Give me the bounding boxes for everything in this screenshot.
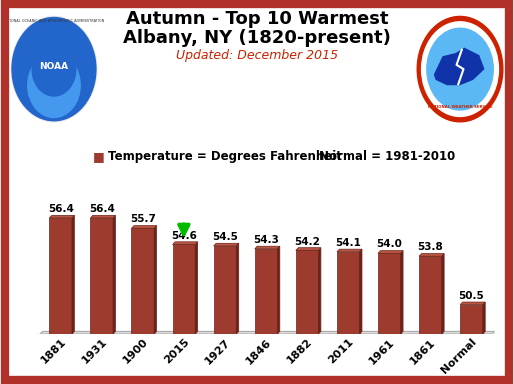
- Polygon shape: [378, 251, 403, 253]
- Polygon shape: [195, 242, 198, 334]
- Polygon shape: [90, 215, 116, 218]
- Text: 56.4: 56.4: [48, 204, 74, 214]
- Text: 53.8: 53.8: [417, 242, 443, 252]
- Text: ■: ■: [93, 150, 104, 163]
- Polygon shape: [90, 218, 113, 334]
- Polygon shape: [72, 215, 75, 334]
- Text: Normal = 1981-2010: Normal = 1981-2010: [319, 150, 455, 163]
- Circle shape: [421, 22, 499, 116]
- Polygon shape: [278, 246, 280, 334]
- Polygon shape: [255, 249, 278, 334]
- Circle shape: [417, 17, 503, 122]
- Text: NATIONAL WEATHER SERVICE: NATIONAL WEATHER SERVICE: [428, 105, 492, 109]
- Polygon shape: [236, 243, 238, 334]
- Polygon shape: [214, 243, 238, 246]
- Text: 50.5: 50.5: [458, 291, 484, 301]
- Polygon shape: [442, 253, 444, 334]
- Polygon shape: [419, 253, 444, 256]
- Text: 56.4: 56.4: [89, 204, 115, 214]
- Polygon shape: [173, 242, 198, 245]
- Polygon shape: [378, 253, 400, 334]
- Text: Temperature = Degrees Fahrenheit: Temperature = Degrees Fahrenheit: [108, 150, 342, 163]
- Text: Updated: December 2015: Updated: December 2015: [176, 49, 338, 62]
- Circle shape: [28, 53, 80, 118]
- Circle shape: [11, 17, 97, 122]
- Text: 54.5: 54.5: [212, 232, 238, 242]
- Polygon shape: [255, 246, 280, 249]
- Polygon shape: [214, 246, 236, 334]
- Circle shape: [427, 28, 493, 110]
- Polygon shape: [434, 48, 485, 85]
- Polygon shape: [483, 302, 485, 334]
- Text: 54.3: 54.3: [253, 235, 279, 245]
- Polygon shape: [49, 218, 72, 334]
- Polygon shape: [337, 252, 359, 334]
- Circle shape: [12, 18, 96, 121]
- Polygon shape: [296, 250, 319, 334]
- Text: Autumn - Top 10 Warmest: Autumn - Top 10 Warmest: [126, 10, 388, 28]
- Polygon shape: [49, 215, 75, 218]
- Text: 54.2: 54.2: [294, 237, 320, 247]
- Polygon shape: [419, 256, 442, 334]
- Polygon shape: [173, 245, 195, 334]
- Polygon shape: [319, 248, 321, 334]
- Circle shape: [32, 42, 76, 96]
- Polygon shape: [40, 331, 494, 334]
- Polygon shape: [132, 228, 154, 334]
- Text: 54.0: 54.0: [376, 240, 402, 250]
- Text: 54.1: 54.1: [335, 238, 361, 248]
- Text: Albany, NY (1820-present): Albany, NY (1820-present): [123, 29, 391, 47]
- Polygon shape: [296, 248, 321, 250]
- Polygon shape: [154, 226, 157, 334]
- Polygon shape: [337, 249, 362, 252]
- Polygon shape: [113, 215, 116, 334]
- Text: NOAA: NOAA: [40, 63, 68, 71]
- Polygon shape: [400, 251, 403, 334]
- Text: 55.7: 55.7: [130, 215, 156, 225]
- Polygon shape: [460, 302, 485, 305]
- Text: 54.6: 54.6: [171, 231, 197, 241]
- Polygon shape: [132, 226, 157, 228]
- Polygon shape: [359, 249, 362, 334]
- Polygon shape: [460, 305, 483, 334]
- Text: NATIONAL OCEANIC AND ATMOSPHERIC ADMINISTRATION: NATIONAL OCEANIC AND ATMOSPHERIC ADMINIS…: [4, 18, 104, 23]
